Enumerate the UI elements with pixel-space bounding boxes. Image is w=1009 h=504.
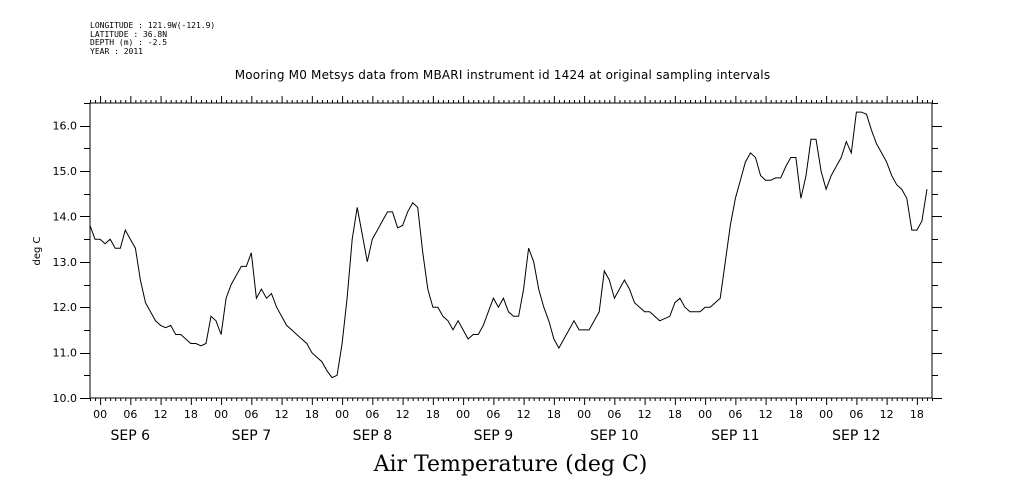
day-label: SEP 7 [232, 428, 272, 444]
x-tick-label: 12 [275, 408, 289, 421]
y-tick-label: 11.0 [53, 347, 78, 360]
x-tick-label: 18 [426, 408, 440, 421]
x-tick-label: 12 [517, 408, 531, 421]
y-axis-label: deg C [32, 236, 43, 265]
x-tick-label: 12 [880, 408, 894, 421]
chart-title-wrap: Mooring M0 Metsys data from MBARI instru… [0, 68, 1009, 82]
x-tick-label: 18 [547, 408, 561, 421]
x-tick-label: 00 [456, 408, 470, 421]
x-tick-label: 00 [93, 408, 107, 421]
tick-marks [80, 96, 942, 405]
x-tick-label: 00 [819, 408, 833, 421]
x-tick-label: 12 [759, 408, 773, 421]
x-axis-label: Air Temperature (deg C) [373, 452, 648, 477]
day-label: SEP 8 [353, 428, 393, 444]
x-tick-label: 00 [214, 408, 228, 421]
x-tick-label: 18 [910, 408, 924, 421]
x-tick-label: 00 [335, 408, 349, 421]
tick-labels: 00 06 12 18 SEP 6 00 06 12 18 SEP 7 00 06 12 18 SEP 8 0… [53, 120, 924, 444]
x-tick-label: 12 [638, 408, 652, 421]
x-tick-label: 18 [184, 408, 198, 421]
y-tick-label: 15.0 [53, 165, 78, 178]
y-tick-label: 10.0 [53, 392, 78, 405]
x-tick-label: 18 [305, 408, 319, 421]
station-metadata: LONGITUDE : 121.9W(-121.9) LATITUDE : 36… [90, 21, 216, 56]
day-label: SEP 12 [832, 428, 880, 444]
x-tick-label: 06 [607, 408, 621, 421]
x-tick-label: 12 [396, 408, 410, 421]
latitude-text: LATITUDE : 36.8N [90, 29, 168, 39]
longitude-text: LONGITUDE : 121.9W(-121.9) [90, 21, 216, 30]
x-tick-label: 06 [244, 408, 258, 421]
air-temperature-line [89, 111, 928, 379]
plot-frame [89, 102, 933, 399]
x-tick-label: 00 [577, 408, 591, 421]
x-tick-label: 00 [698, 408, 712, 421]
x-tick-label: 12 [154, 408, 168, 421]
y-tick-label: 14.0 [53, 210, 78, 223]
x-tick-label: 06 [486, 408, 500, 421]
day-label: SEP 11 [711, 428, 759, 444]
x-tick-label: 06 [123, 408, 137, 421]
day-label: SEP 9 [474, 428, 514, 444]
day-label: SEP 6 [111, 428, 151, 444]
x-axis-label-wrap: Air Temperature (deg C) [0, 452, 1009, 477]
y-tick-label: 12.0 [53, 301, 78, 314]
depth-text: DEPTH (m) : -2.5 [90, 38, 168, 47]
x-tick-label: 06 [365, 408, 379, 421]
x-tick-label: 06 [728, 408, 742, 421]
year-text: YEAR : 2011 [90, 46, 143, 56]
x-tick-label: 06 [849, 408, 863, 421]
x-tick-label: 18 [789, 408, 803, 421]
y-tick-label: 13.0 [53, 256, 78, 269]
x-tick-label: 18 [668, 408, 682, 421]
day-label: SEP 10 [590, 428, 638, 444]
chart-title: Mooring M0 Metsys data from MBARI instru… [234, 68, 771, 82]
y-tick-label: 16.0 [53, 120, 78, 133]
